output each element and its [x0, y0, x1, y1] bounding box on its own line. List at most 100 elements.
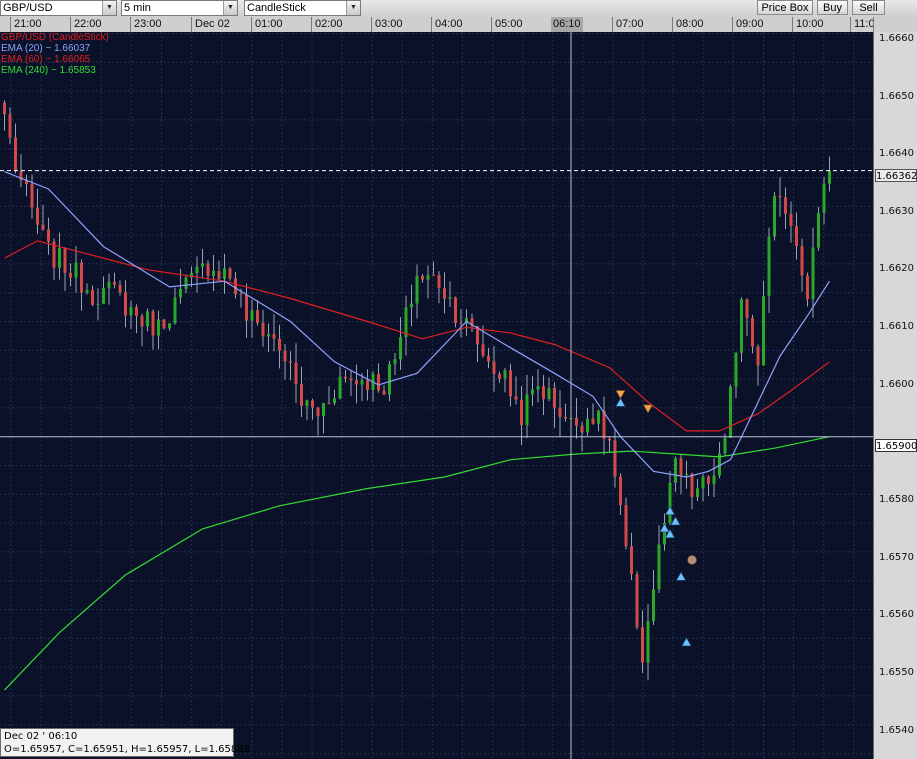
- symbol-select[interactable]: GBP/USD ▼: [0, 0, 117, 16]
- price-tick: 1.6550: [879, 667, 914, 678]
- candle-body: [289, 361, 292, 363]
- candle-body: [168, 323, 171, 329]
- candle-body: [542, 386, 545, 400]
- candle-body: [36, 207, 39, 225]
- candle-body: [410, 303, 413, 308]
- candle-body: [151, 311, 155, 336]
- candle-body: [553, 387, 556, 408]
- price-tick: 1.6660: [879, 33, 914, 44]
- time-tick: 01:00: [251, 17, 283, 32]
- candle-body: [124, 292, 127, 316]
- candle-body: [729, 386, 732, 438]
- candle-body: [514, 396, 518, 400]
- candle-body: [646, 621, 650, 663]
- candle-body: [657, 544, 661, 590]
- candle-body: [184, 277, 188, 289]
- candle-body: [190, 272, 193, 278]
- candle-body: [448, 297, 452, 299]
- timeframe-select[interactable]: 5 min ▼: [121, 0, 238, 16]
- time-tick: 22:00: [70, 17, 102, 32]
- candle-body: [388, 364, 391, 395]
- sell-button[interactable]: Sell: [852, 0, 885, 15]
- price-tick: 1.6600: [879, 379, 914, 390]
- chart-plot-area[interactable]: GBP/USD (CandleStick) EMA (20) ~ 1.66037…: [0, 32, 873, 759]
- candle-body: [58, 248, 61, 268]
- buy-button[interactable]: Buy: [817, 0, 848, 15]
- candlestick-chart[interactable]: [0, 32, 873, 759]
- time-tick: 03:00: [371, 17, 403, 32]
- time-tick: 07:00: [612, 17, 644, 32]
- chevron-down-icon[interactable]: ▼: [346, 1, 360, 15]
- candle-body: [327, 403, 331, 405]
- price-box-button[interactable]: Price Box: [757, 0, 813, 15]
- crosshair-time: Dec 02 ' 06:10: [4, 731, 78, 742]
- candle-body: [630, 546, 633, 575]
- candle-body: [487, 355, 490, 362]
- candle-body: [91, 289, 94, 305]
- candle-body: [206, 263, 210, 276]
- candle-body: [146, 311, 149, 327]
- price-tick: 1.6650: [879, 91, 914, 102]
- candle-body: [586, 418, 589, 433]
- candle-body: [107, 281, 111, 289]
- buy-marker-icon: [675, 571, 687, 581]
- buy-marker-icon: [670, 516, 681, 526]
- candle-body: [476, 326, 479, 345]
- buy-marker-icon: [659, 523, 670, 533]
- symbol-value: GBP/USD: [3, 2, 53, 14]
- candle-body: [470, 318, 474, 327]
- candle-body: [784, 197, 787, 214]
- chart-type-select[interactable]: CandleStick ▼: [244, 0, 361, 16]
- candle-body: [459, 322, 463, 324]
- candle-body: [267, 334, 270, 337]
- position-marker-icon: [687, 555, 697, 565]
- candle-body: [228, 268, 232, 279]
- legend-ema240: EMA (240) ~ 1.65853: [1, 65, 96, 76]
- candle-body: [652, 589, 655, 622]
- buy-marker-icon: [681, 637, 692, 647]
- candle-body: [591, 418, 595, 424]
- candle-body: [102, 288, 105, 304]
- time-tick: 04:00: [431, 17, 463, 32]
- candle-body: [432, 274, 435, 276]
- candle-body: [817, 212, 820, 248]
- candle-body: [30, 184, 34, 208]
- candle-body: [19, 171, 23, 181]
- candle-body: [305, 400, 309, 406]
- candle-body: [536, 386, 540, 390]
- candle-body: [74, 262, 78, 278]
- candle-body: [745, 299, 749, 318]
- candle-body: [806, 275, 809, 300]
- candle-body: [283, 350, 287, 362]
- candle-body: [789, 213, 793, 226]
- candle-body: [377, 373, 380, 391]
- price-tick: 1.6640: [879, 148, 914, 159]
- candle-body: [69, 272, 72, 278]
- candle-body: [751, 317, 754, 347]
- time-tick: 23:00: [130, 17, 162, 32]
- candle-body: [322, 403, 325, 417]
- time-tick: 05:00: [491, 17, 523, 32]
- candle-body: [690, 473, 694, 498]
- candle-body: [421, 275, 424, 280]
- candle-body: [525, 394, 529, 426]
- legend-main: GBP/USD (CandleStick): [1, 32, 109, 43]
- candle-body: [250, 310, 254, 321]
- time-tick: 10:00: [792, 17, 824, 32]
- sell-marker-icon: [642, 404, 654, 414]
- candle-body: [564, 417, 567, 419]
- candle-body: [822, 183, 826, 213]
- candle-body: [597, 410, 600, 424]
- time-tick: 21:00: [10, 17, 42, 32]
- candle-body: [239, 294, 243, 296]
- time-tick: 08:00: [672, 17, 704, 32]
- candle-body: [338, 376, 342, 399]
- price-tick: 1.6540: [879, 725, 914, 736]
- chevron-down-icon[interactable]: ▼: [102, 1, 116, 15]
- chevron-down-icon[interactable]: ▼: [223, 1, 237, 15]
- candle-body: [773, 195, 776, 237]
- candle-body: [311, 400, 314, 408]
- candle-body: [316, 407, 320, 417]
- candle-body: [333, 398, 336, 404]
- candle-body: [701, 476, 705, 489]
